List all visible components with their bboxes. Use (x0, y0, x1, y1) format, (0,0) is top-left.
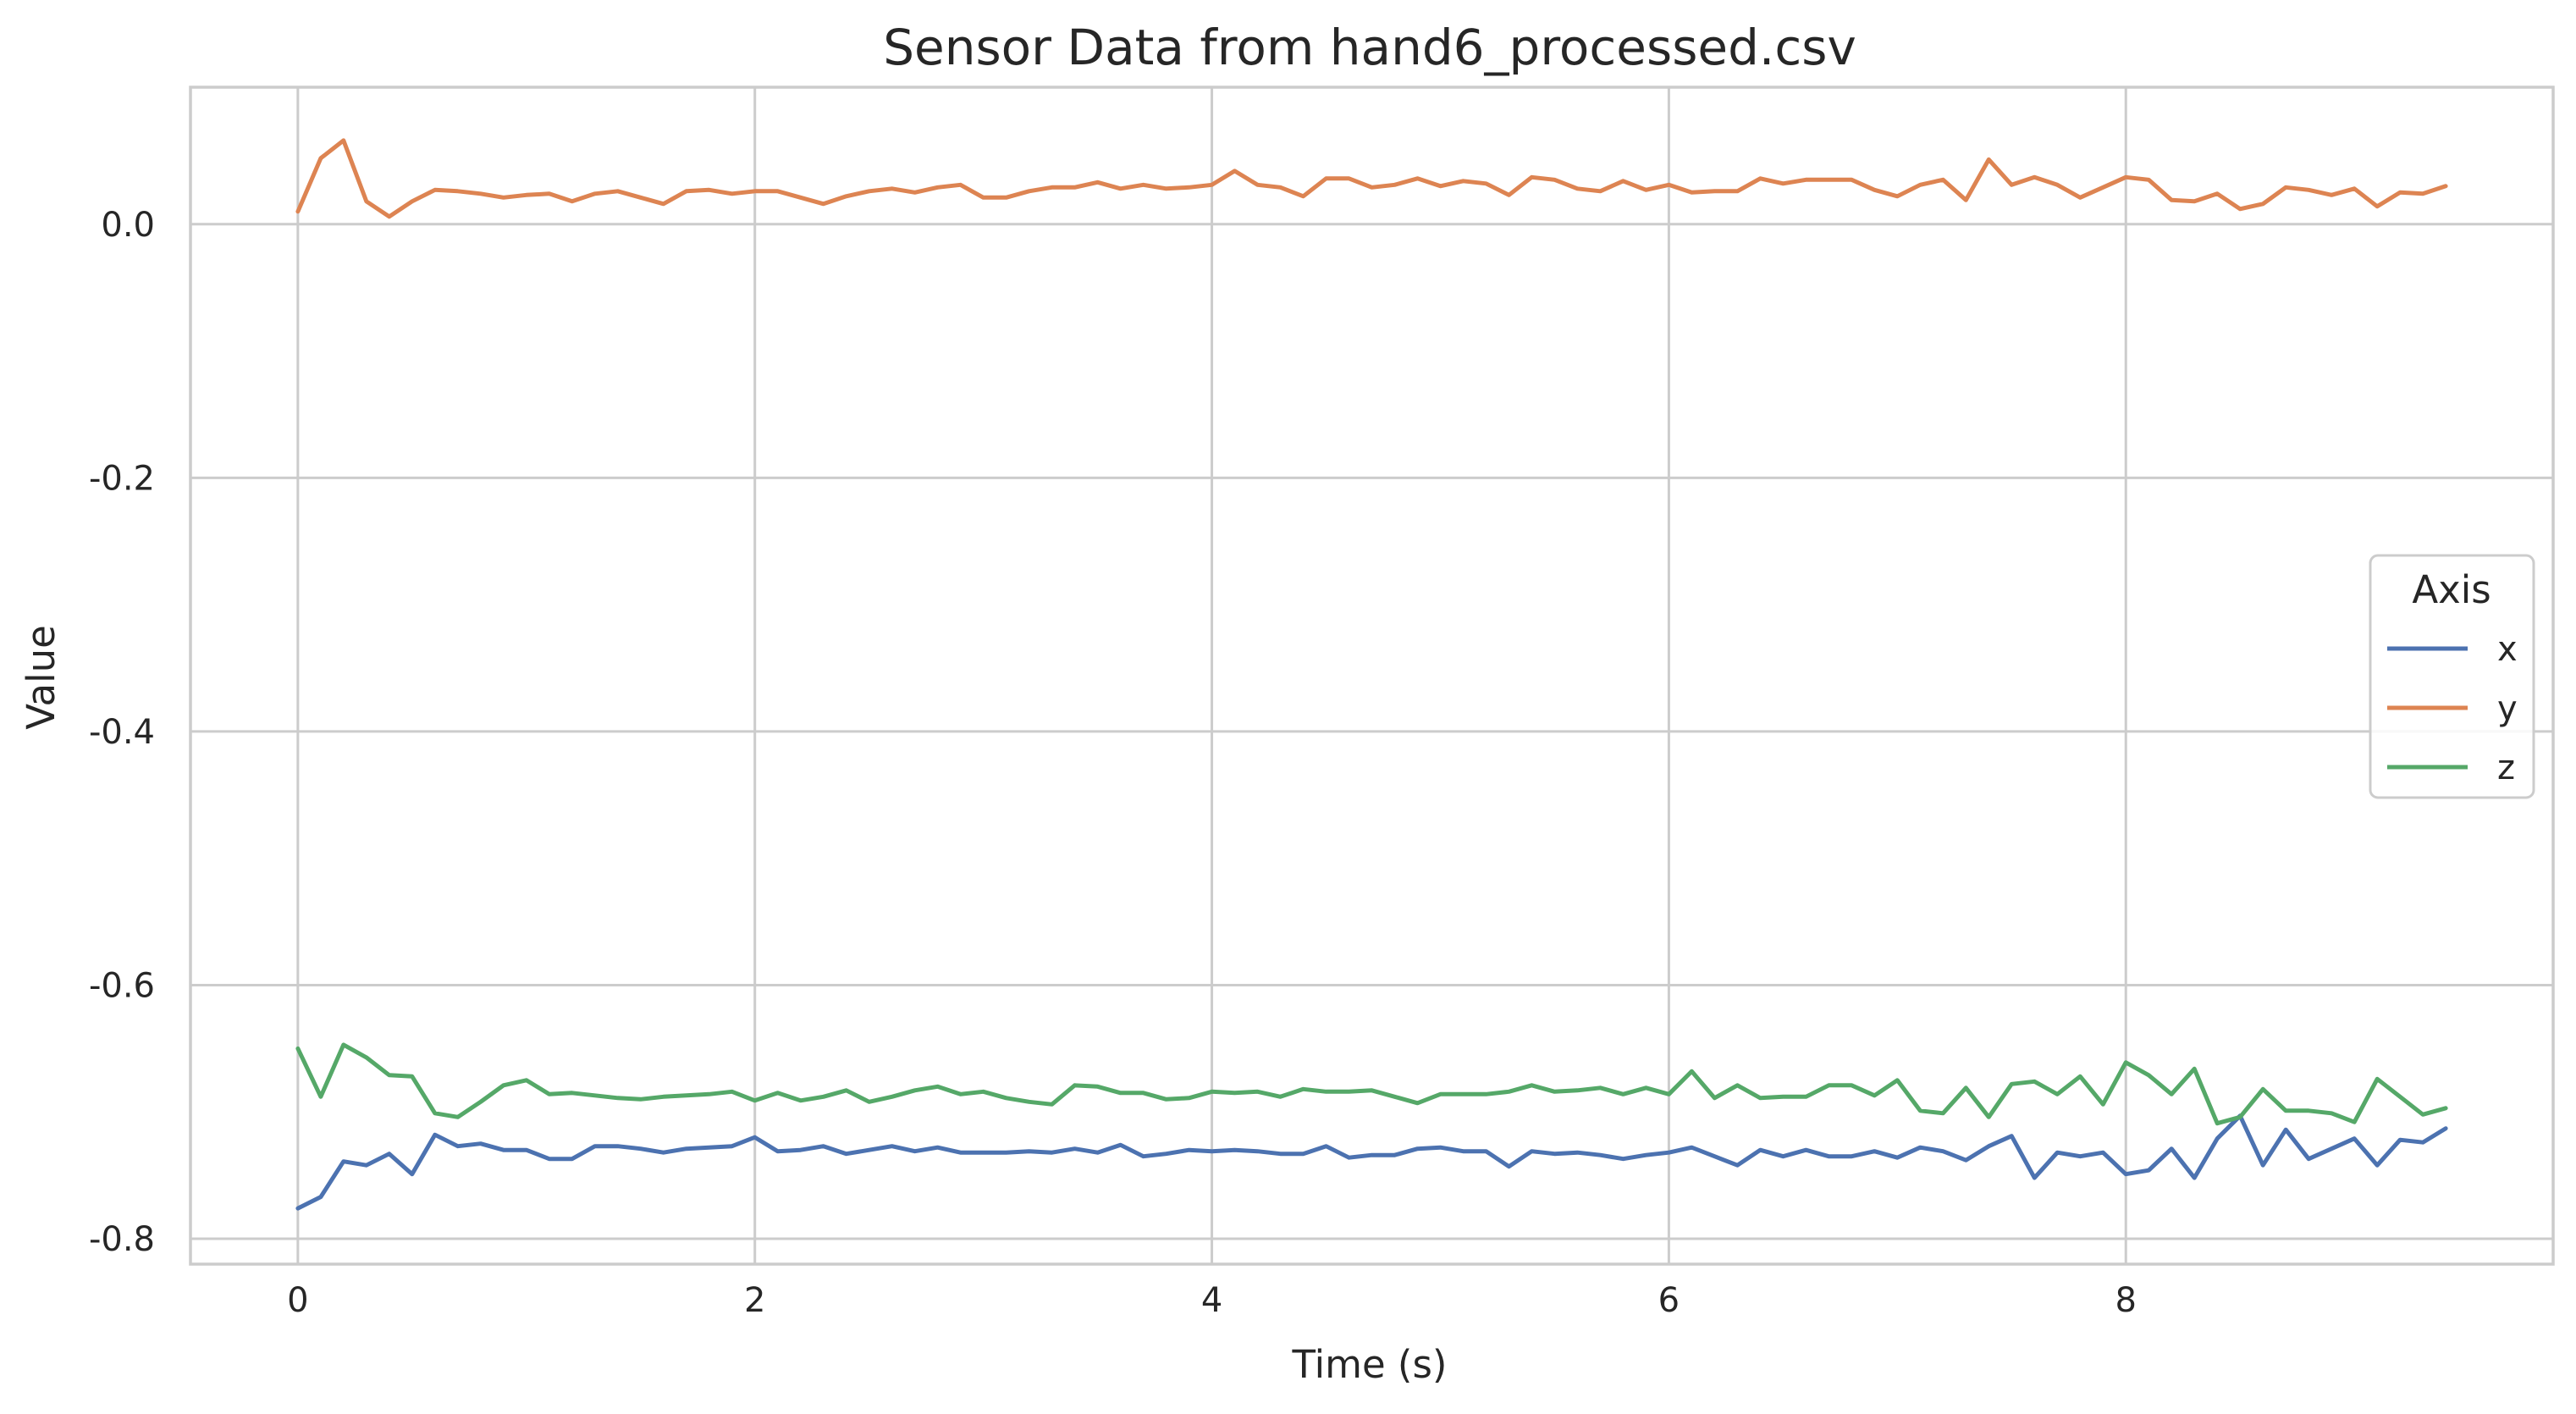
y-tick-label: -0.2 (89, 459, 155, 498)
y-tick-label: -0.8 (89, 1220, 155, 1259)
x-axis-ticks: 0 2 4 6 8 (287, 1281, 2137, 1320)
x-axis-label: Time (s) (1292, 1342, 1448, 1387)
chart-title: Sensor Data from hand6_processed.csv (883, 19, 1856, 76)
y-tick-label: 0.0 (101, 206, 155, 245)
legend-label-x: x (2497, 630, 2518, 669)
x-tick-label: 2 (744, 1281, 765, 1320)
legend-label-y: y (2497, 689, 2518, 728)
y-tick-label: -0.4 (89, 713, 155, 752)
legend: Axis xyz (2369, 554, 2535, 799)
y-tick-label: -0.6 (89, 966, 155, 1005)
legend-label-z: z (2497, 748, 2515, 787)
legend-box (2369, 554, 2535, 799)
x-tick-label: 6 (1658, 1281, 1680, 1320)
plot-frame (189, 86, 2555, 1266)
x-tick-label: 0 (287, 1281, 308, 1320)
y-axis-ticks: 0.0 -0.2 -0.4 -0.6 -0.8 (89, 206, 155, 1259)
series-line-y (295, 138, 2448, 219)
series-lines (295, 138, 2448, 1211)
x-tick-label: 8 (2115, 1281, 2137, 1320)
series-line-x (295, 1113, 2448, 1211)
series-line-z (295, 1042, 2448, 1126)
legend-title: Axis (2412, 567, 2491, 612)
grid (190, 87, 2553, 1264)
legend-items: xyz (2387, 630, 2518, 787)
y-axis-label: Value (19, 625, 63, 730)
x-tick-label: 4 (1201, 1281, 1222, 1320)
